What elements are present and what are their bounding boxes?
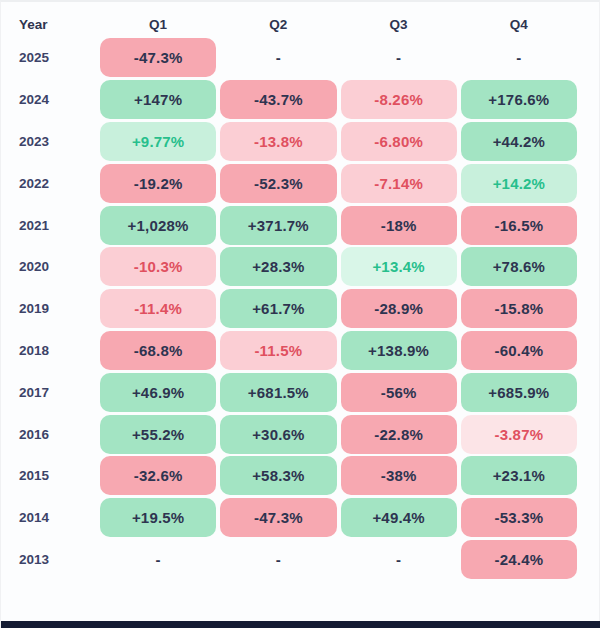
table-row: 2019 -11.4%+61.7%-28.9%-15.8% (17, 288, 577, 330)
quarter-cell: - (341, 540, 457, 579)
year-label: 2018 (17, 343, 96, 358)
quarter-cell: -28.9% (341, 289, 457, 328)
quarter-cell: +44.2% (461, 122, 577, 161)
table-row: 2023 +9.77%-13.8%-6.80%+44.2% (17, 121, 577, 163)
quarter-cell: +14.2% (461, 164, 577, 203)
quarter-cell: -18% (341, 206, 457, 245)
quarter-cell: - (220, 540, 336, 579)
year-label: 2017 (17, 385, 96, 400)
quarter-cell: - (220, 38, 336, 77)
quarter-cell: -43.7% (220, 80, 336, 119)
quarter-cell: -11.5% (220, 331, 336, 370)
year-column-header: Year (17, 17, 96, 32)
table-row: 2022 -19.2%-52.3%-7.14%+14.2% (17, 162, 577, 204)
year-label: 2024 (17, 92, 96, 107)
quarter-cell: +23.1% (461, 456, 577, 495)
quarter-cell: -6.80% (341, 122, 457, 161)
quarter-cell: -60.4% (461, 331, 577, 370)
quarter-cell: +49.4% (341, 498, 457, 537)
year-label: 2023 (17, 134, 96, 149)
table-row: 2015 -32.6%+58.3%-38%+23.1% (17, 455, 577, 497)
table-row: 2024 +147%-43.7%-8.26%+176.6% (17, 79, 577, 121)
table-row: 2021 +1,028%+371.7%-18%-16.5% (17, 204, 577, 246)
bottom-bar (1, 621, 600, 628)
q3-column-header: Q3 (341, 17, 457, 32)
quarter-cell: +681.5% (220, 373, 336, 412)
year-label: 2025 (17, 50, 96, 65)
table-row: 2025-47.3%--- (17, 37, 577, 79)
quarter-cell: -47.3% (220, 498, 336, 537)
quarter-cell: -16.5% (461, 206, 577, 245)
quarter-cell: +685.9% (461, 373, 577, 412)
quarter-cell: -56% (341, 373, 457, 412)
quarter-cell: -10.3% (100, 247, 216, 286)
quarter-cell: +9.77% (100, 122, 216, 161)
quarter-cell: +28.3% (220, 247, 336, 286)
year-label: 2015 (17, 468, 96, 483)
quarter-cell: -38% (341, 456, 457, 495)
quarter-cell: - (461, 38, 577, 77)
quarter-cell: -32.6% (100, 456, 216, 495)
quarter-cell: +371.7% (220, 206, 336, 245)
quarter-cell: -11.4% (100, 289, 216, 328)
quarter-cell: -15.8% (461, 289, 577, 328)
quarter-cell: -47.3% (100, 38, 216, 77)
year-label: 2013 (17, 552, 96, 567)
quarter-cell: -8.26% (341, 80, 457, 119)
quarter-cell: +55.2% (100, 415, 216, 454)
year-label: 2020 (17, 259, 96, 274)
year-label: 2021 (17, 218, 96, 233)
year-label: 2022 (17, 176, 96, 191)
quarter-cell: +61.7% (220, 289, 336, 328)
quarter-cell: +30.6% (220, 415, 336, 454)
quarter-cell: -3.87% (461, 415, 577, 454)
quarter-cell: -7.14% (341, 164, 457, 203)
quarter-cell: - (100, 540, 216, 579)
quarter-cell: -68.8% (100, 331, 216, 370)
table-row: 2016 +55.2%+30.6%-22.8%-3.87% (17, 413, 577, 455)
quarter-cell: -53.3% (461, 498, 577, 537)
quarter-cell: -52.3% (220, 164, 336, 203)
quarter-cell: +78.6% (461, 247, 577, 286)
quarter-cell: +19.5% (100, 498, 216, 537)
table-header: Year Q1 Q2 Q3 Q4 (1, 2, 599, 35)
q2-column-header: Q2 (220, 17, 336, 32)
year-label: 2016 (17, 427, 96, 442)
quarter-cell: +176.6% (461, 80, 577, 119)
q4-column-header: Q4 (461, 17, 577, 32)
quarter-cell: - (341, 38, 457, 77)
quarter-cell: -13.8% (220, 122, 336, 161)
quarter-cell: -24.4% (461, 540, 577, 579)
table-row: 2017 +46.9%+681.5%-56%+685.9% (17, 371, 577, 413)
quarter-cell: -22.8% (341, 415, 457, 454)
quarter-cell: +147% (100, 80, 216, 119)
q1-column-header: Q1 (100, 17, 216, 32)
table-row: 2014 +19.5%-47.3%+49.4%-53.3% (17, 497, 577, 539)
quarter-cell: +1,028% (100, 206, 216, 245)
table-body: 2025-47.3%---2024+147%-43.7%-8.26%+176.6… (1, 35, 599, 580)
quarter-cell: -19.2% (100, 164, 216, 203)
table-row: 2020 -10.3%+28.3%+13.4%+78.6% (17, 246, 577, 288)
quarter-cell: +13.4% (341, 247, 457, 286)
year-label: 2014 (17, 510, 96, 525)
table-row: 2013----24.4% (17, 539, 577, 581)
quarter-cell: +138.9% (341, 331, 457, 370)
table-row: 2018 -68.8%-11.5%+138.9%-60.4% (17, 330, 577, 372)
quarterly-returns-page: Year Q1 Q2 Q3 Q4 2025-47.3%---2024+147%-… (0, 0, 600, 628)
quarter-cell: +46.9% (100, 373, 216, 412)
year-label: 2019 (17, 301, 96, 316)
quarter-cell: +58.3% (220, 456, 336, 495)
